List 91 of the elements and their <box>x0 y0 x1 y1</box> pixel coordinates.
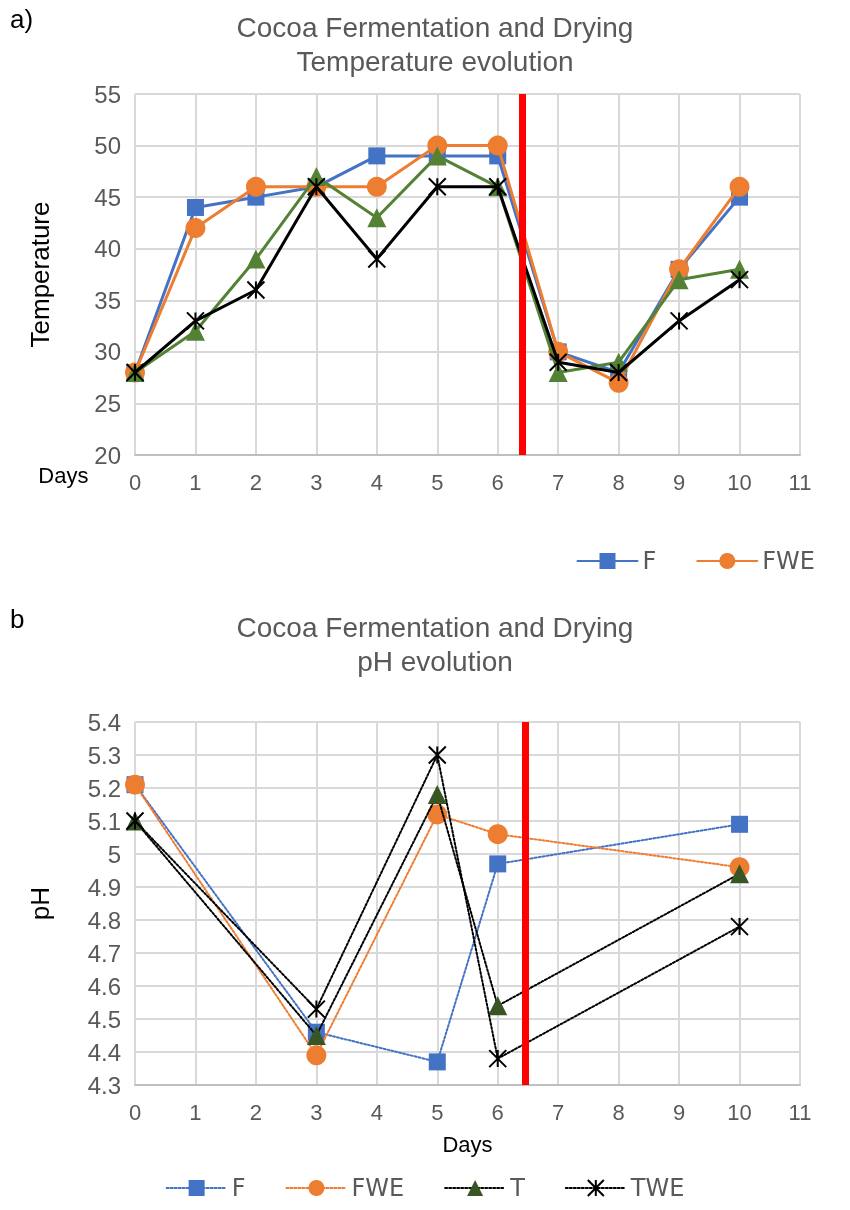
point <box>427 177 447 197</box>
y-tick-label: 5 <box>107 840 121 868</box>
legend-label: FWE <box>351 1174 405 1202</box>
x-tick-label: 0 <box>128 1099 142 1125</box>
x-tick-label: 11 <box>788 469 812 495</box>
x-tick-label: 11 <box>788 1099 812 1125</box>
x-tick-label: 6 <box>491 469 504 495</box>
point <box>669 270 689 290</box>
y-tick-label: 25 <box>94 389 121 417</box>
x-tick-label: 10 <box>727 1099 752 1125</box>
point <box>368 147 386 165</box>
x-tick-label: 8 <box>612 469 625 495</box>
point <box>730 864 750 884</box>
y-tick-label: 4.3 <box>87 1071 121 1099</box>
point <box>731 815 749 833</box>
x-tick-label: 9 <box>672 1099 686 1125</box>
x-tick-label: 3 <box>310 1099 323 1125</box>
y-tick-label: 20 <box>94 441 121 469</box>
y-tick-label: 5.2 <box>87 774 121 802</box>
point <box>548 352 568 372</box>
point <box>669 311 689 331</box>
x-tick-label: 1 <box>189 469 202 495</box>
x-tick-label: 5 <box>431 1099 444 1125</box>
y-tick-label: 4.9 <box>87 873 121 901</box>
point <box>245 176 266 197</box>
x-tick-label: 8 <box>612 1099 625 1125</box>
text: b <box>10 604 25 634</box>
point <box>427 745 447 765</box>
y-tick-label: 4.4 <box>87 1038 121 1066</box>
point <box>306 1026 326 1045</box>
y-axis-title: pH <box>25 886 55 921</box>
point <box>489 855 507 873</box>
y-axis-title: Temperature <box>25 201 55 348</box>
point <box>366 176 387 197</box>
point <box>428 1053 446 1071</box>
point <box>186 198 204 216</box>
y-tick-label: 40 <box>94 235 121 263</box>
x-tick-label: 0 <box>128 469 142 495</box>
y-tick-label: 50 <box>94 132 121 160</box>
point <box>246 280 266 300</box>
x-tick-label: 4 <box>370 469 383 495</box>
point <box>427 785 447 805</box>
x-tick-label: 9 <box>672 469 686 495</box>
point <box>367 249 387 269</box>
x-tick-label: 1 <box>189 1099 202 1125</box>
x-tick-label: 7 <box>552 469 565 495</box>
x-tick-label: 2 <box>249 1099 263 1125</box>
point <box>487 135 508 156</box>
y-tick-label: 45 <box>94 183 121 211</box>
point <box>367 208 387 228</box>
chart-subtitle: pH evolution <box>357 645 513 677</box>
x-tick-label: 7 <box>552 1099 565 1125</box>
chart-title: Cocoa Fermentation and Drying <box>236 611 634 643</box>
point <box>185 311 205 331</box>
y-tick-label: 5.3 <box>87 741 121 769</box>
point <box>246 249 266 269</box>
point <box>185 321 205 341</box>
legend-label: T <box>509 1174 526 1202</box>
y-tick-label: 55 <box>94 80 121 108</box>
y-tick-label: 4.8 <box>87 906 121 934</box>
x-tick-label: 4 <box>370 1099 383 1125</box>
x-tick-label: 10 <box>727 469 752 495</box>
text: a) <box>10 4 34 34</box>
x-axis-title: Days <box>442 1131 493 1157</box>
legend-label: TWE <box>629 1174 685 1202</box>
x-axis-title: Days <box>38 462 89 488</box>
point <box>306 1045 327 1066</box>
y-tick-label: 35 <box>94 286 121 314</box>
legend-label: FWE <box>762 547 815 575</box>
y-tick-label: 5.4 <box>87 708 121 736</box>
x-tick-label: 3 <box>310 469 323 495</box>
point <box>730 270 750 290</box>
y-tick-label: 4.6 <box>87 972 121 1000</box>
y-tick-label: 4.7 <box>87 939 121 967</box>
legend-label: F <box>231 1174 246 1202</box>
point <box>306 999 326 1019</box>
point <box>488 1049 508 1069</box>
point <box>730 917 750 937</box>
x-tick-label: 5 <box>431 469 444 495</box>
legend-label: F <box>642 547 657 575</box>
chart-subtitle: Temperature evolution <box>296 45 574 77</box>
point <box>185 218 206 239</box>
y-tick-label: 4.5 <box>87 1005 121 1033</box>
point <box>487 824 508 845</box>
y-tick-label: 5.1 <box>87 807 121 835</box>
y-tick-label: 30 <box>94 338 121 366</box>
x-tick-label: 6 <box>491 1099 504 1125</box>
x-tick-label: 2 <box>249 469 263 495</box>
point <box>488 996 508 1016</box>
chart-title: Cocoa Fermentation and Drying <box>236 11 634 43</box>
point <box>729 176 750 197</box>
